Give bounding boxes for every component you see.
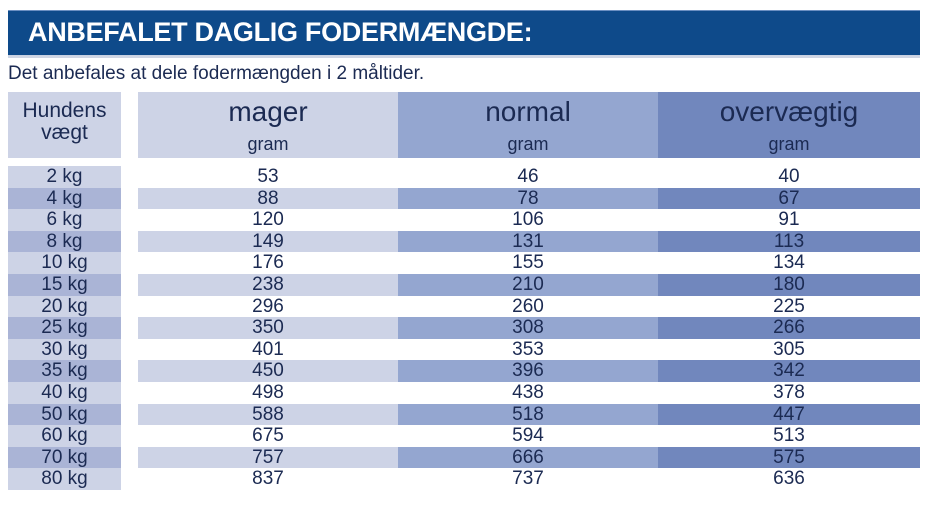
weight-cell: 80 kg (8, 468, 121, 490)
weight-header-line1: Hundens (22, 99, 107, 122)
mager-cell: 88 (138, 187, 398, 210)
normal-cell: 518 (398, 403, 658, 426)
mager-cell: 498 (252, 382, 284, 403)
table-row: 20 kg 296 260 225 (0, 295, 929, 318)
normal-column-header: normal gram (398, 92, 658, 158)
normal-cell: 46 (517, 166, 539, 187)
mager-cell: 350 (138, 317, 398, 339)
table-row: 40 kg 498 438 378 (0, 382, 929, 404)
mager-cell: 401 (252, 338, 284, 360)
weight-cell: 35 kg (8, 360, 121, 382)
overvaegtig-header-label: overvægtig (719, 96, 859, 127)
normal-cell: 210 (398, 274, 658, 296)
mager-header-unit: gram (247, 134, 289, 154)
title-bar: ANBEFALET DAGLIG FODERMÆNGDE: (8, 10, 920, 56)
mager-cell: 296 (252, 295, 284, 317)
normal-cell: 78 (398, 187, 658, 210)
overvaegtig-cell: 67 (658, 187, 920, 210)
table-row: 15 kg 238 210 180 (0, 274, 929, 296)
weight-cell: 70 kg (8, 446, 121, 469)
mager-cell: 450 (138, 360, 398, 382)
table-row: 70 kg 757 666 575 (0, 446, 929, 469)
table-row: 4 kg 88 78 67 (0, 187, 929, 210)
overvaegtig-cell: 113 (658, 230, 920, 253)
page-title: ANBEFALET DAGLIG FODERMÆNGDE: (28, 17, 533, 47)
normal-header-unit: gram (507, 134, 549, 154)
table-row: 35 kg 450 396 342 (0, 360, 929, 382)
normal-cell: 666 (398, 446, 658, 469)
overvaegtig-cell: 225 (773, 295, 805, 317)
table-row: 6 kg 120 106 91 (0, 209, 929, 231)
normal-cell: 353 (512, 338, 544, 360)
overvaegtig-cell: 40 (778, 166, 800, 187)
table-row: 25 kg 350 308 266 (0, 317, 929, 339)
overvaegtig-cell: 91 (778, 209, 800, 231)
table-row: 30 kg 401 353 305 (0, 338, 929, 361)
overvaegtig-cell: 636 (773, 468, 805, 490)
table-row: 8 kg 149 131 113 (0, 230, 929, 253)
normal-cell: 396 (398, 360, 658, 382)
weight-cell: 8 kg (8, 230, 121, 253)
divider (8, 56, 920, 58)
overvaegtig-cell: 378 (773, 382, 805, 403)
table-row: 60 kg 675 594 513 (0, 425, 929, 447)
overvaegtig-column-header: overvægtig gram (658, 92, 920, 158)
weight-cell: 4 kg (8, 187, 121, 210)
subtitle: Det anbefales at dele fodermængden i 2 m… (8, 63, 425, 84)
overvaegtig-header-unit: gram (768, 134, 810, 154)
weight-cell: 2 kg (8, 166, 121, 188)
normal-cell: 737 (512, 468, 544, 490)
normal-cell: 438 (512, 382, 544, 403)
mager-cell: 837 (252, 468, 284, 490)
table-row: 80 kg 837 737 636 (0, 468, 929, 490)
overvaegtig-cell: 266 (658, 317, 920, 339)
mager-header-label: mager (228, 96, 308, 127)
overvaegtig-cell: 342 (658, 360, 920, 382)
normal-header-label: normal (485, 96, 571, 127)
weight-header-line2: vægt (41, 121, 88, 144)
overvaegtig-cell: 447 (658, 403, 920, 426)
mager-cell: 149 (138, 230, 398, 253)
weight-cell: 50 kg (8, 403, 121, 426)
normal-cell: 260 (512, 295, 544, 317)
mager-cell: 675 (252, 425, 284, 447)
weight-cell: 40 kg (8, 382, 121, 404)
mager-cell: 238 (138, 274, 398, 296)
weight-cell: 20 kg (8, 295, 121, 318)
mager-cell: 53 (257, 166, 279, 187)
table-row: 10 kg 176 155 134 (0, 252, 929, 274)
weight-cell: 6 kg (8, 209, 121, 231)
overvaegtig-cell: 513 (773, 425, 805, 447)
overvaegtig-cell: 575 (658, 446, 920, 469)
weight-cell: 60 kg (8, 425, 121, 447)
mager-cell: 757 (138, 446, 398, 469)
overvaegtig-cell: 180 (658, 274, 920, 296)
weight-cell: 25 kg (8, 317, 121, 339)
table-row: 50 kg 588 518 447 (0, 403, 929, 426)
weight-cell: 15 kg (8, 274, 121, 296)
overvaegtig-cell: 134 (773, 252, 805, 274)
weight-cell: 30 kg (8, 338, 121, 361)
weight-cell: 10 kg (8, 252, 121, 274)
mager-cell: 120 (252, 209, 284, 231)
normal-cell: 155 (512, 252, 544, 274)
weight-column-header: Hundens vægt (8, 92, 121, 158)
normal-cell: 106 (512, 209, 544, 231)
normal-cell: 594 (512, 425, 544, 447)
mager-column-header: mager gram (138, 92, 398, 158)
mager-cell: 588 (138, 403, 398, 426)
table-row: 2 kg 53 46 40 (0, 166, 929, 188)
overvaegtig-cell: 305 (773, 338, 805, 360)
normal-cell: 308 (398, 317, 658, 339)
mager-cell: 176 (252, 252, 284, 274)
normal-cell: 131 (398, 230, 658, 253)
